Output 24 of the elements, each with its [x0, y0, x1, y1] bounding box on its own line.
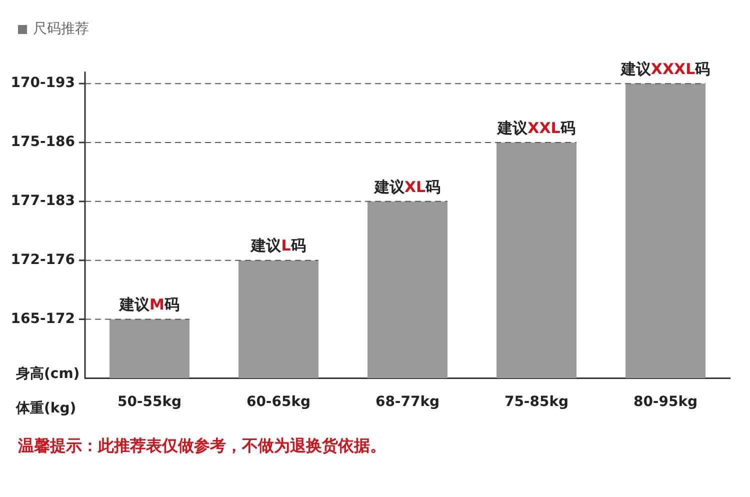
text: 177-183: [10, 193, 75, 210]
x-tick-label: 75-85kg: [504, 394, 569, 410]
text: 170-193: [10, 75, 75, 92]
annotation: 建议XXL码: [496, 118, 576, 137]
bar: [238, 260, 318, 378]
bar: [496, 142, 576, 378]
bar: [626, 84, 706, 378]
y-axis-title: 身高(cm): [15, 364, 80, 382]
text: 温馨提示：此推荐表仅做参考，不做为退换货依据。: [18, 436, 386, 457]
x-tick-label: 50-55kg: [117, 394, 182, 410]
bar: [110, 319, 190, 378]
x-tick-label: 68-77kg: [375, 394, 440, 410]
text: 172-176: [10, 252, 75, 268]
x-tick-label: 80-95kg: [633, 394, 698, 410]
x-axis-title: 体重(kg): [15, 400, 76, 417]
annotation: 建议M码: [118, 296, 180, 314]
bar: [368, 201, 448, 378]
text: 175-186: [10, 134, 75, 150]
chart-title: 尺码推荐: [33, 20, 89, 38]
annotation: 建议XXXL码: [620, 60, 710, 78]
annotation: 建议XL码: [373, 178, 441, 196]
annotation: 建议L码: [250, 236, 306, 255]
text: 165-172: [10, 310, 75, 327]
x-tick-label: 60-65kg: [246, 394, 311, 410]
